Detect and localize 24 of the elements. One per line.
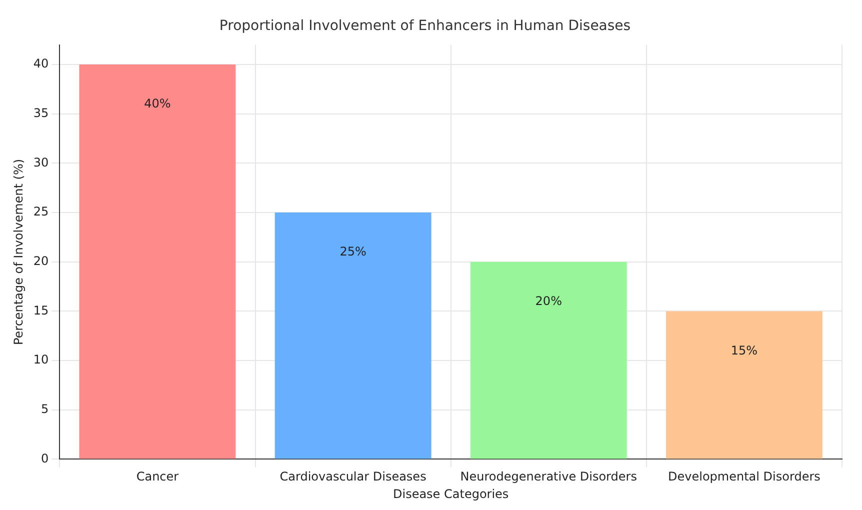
x-tick-label: Developmental Disorders <box>668 470 820 484</box>
x-tick-label: Cancer <box>136 470 179 484</box>
x-tick-label: Neurodegenerative Disorders <box>460 470 637 484</box>
data-label: 15% <box>730 343 758 358</box>
bar <box>79 64 236 459</box>
y-tick-label: 40 <box>33 56 49 71</box>
chart-title: Proportional Involvement of Enhancers in Human Diseases <box>219 18 631 34</box>
x-axis-title: Disease Categories <box>392 486 509 501</box>
y-tick-label: 10 <box>33 352 49 367</box>
y-tick-label: 15 <box>33 303 49 318</box>
x-tick-label: Cardiovascular Diseases <box>280 470 426 484</box>
y-tick-label: 20 <box>33 254 49 268</box>
y-tick-label: 25 <box>33 204 49 219</box>
y-tick-label: 0 <box>41 451 49 466</box>
y-tick-label: 35 <box>33 106 49 120</box>
data-label: 20% <box>535 294 562 308</box>
y-tick-label: 30 <box>33 155 49 170</box>
y-axis-title: Percentage of Involvement (%) <box>11 158 26 346</box>
y-tick-label: 5 <box>41 402 49 416</box>
data-label: 25% <box>340 244 366 259</box>
bar <box>274 212 432 459</box>
bar <box>470 262 627 459</box>
bar <box>666 311 822 459</box>
data-label: 40% <box>144 96 171 111</box>
